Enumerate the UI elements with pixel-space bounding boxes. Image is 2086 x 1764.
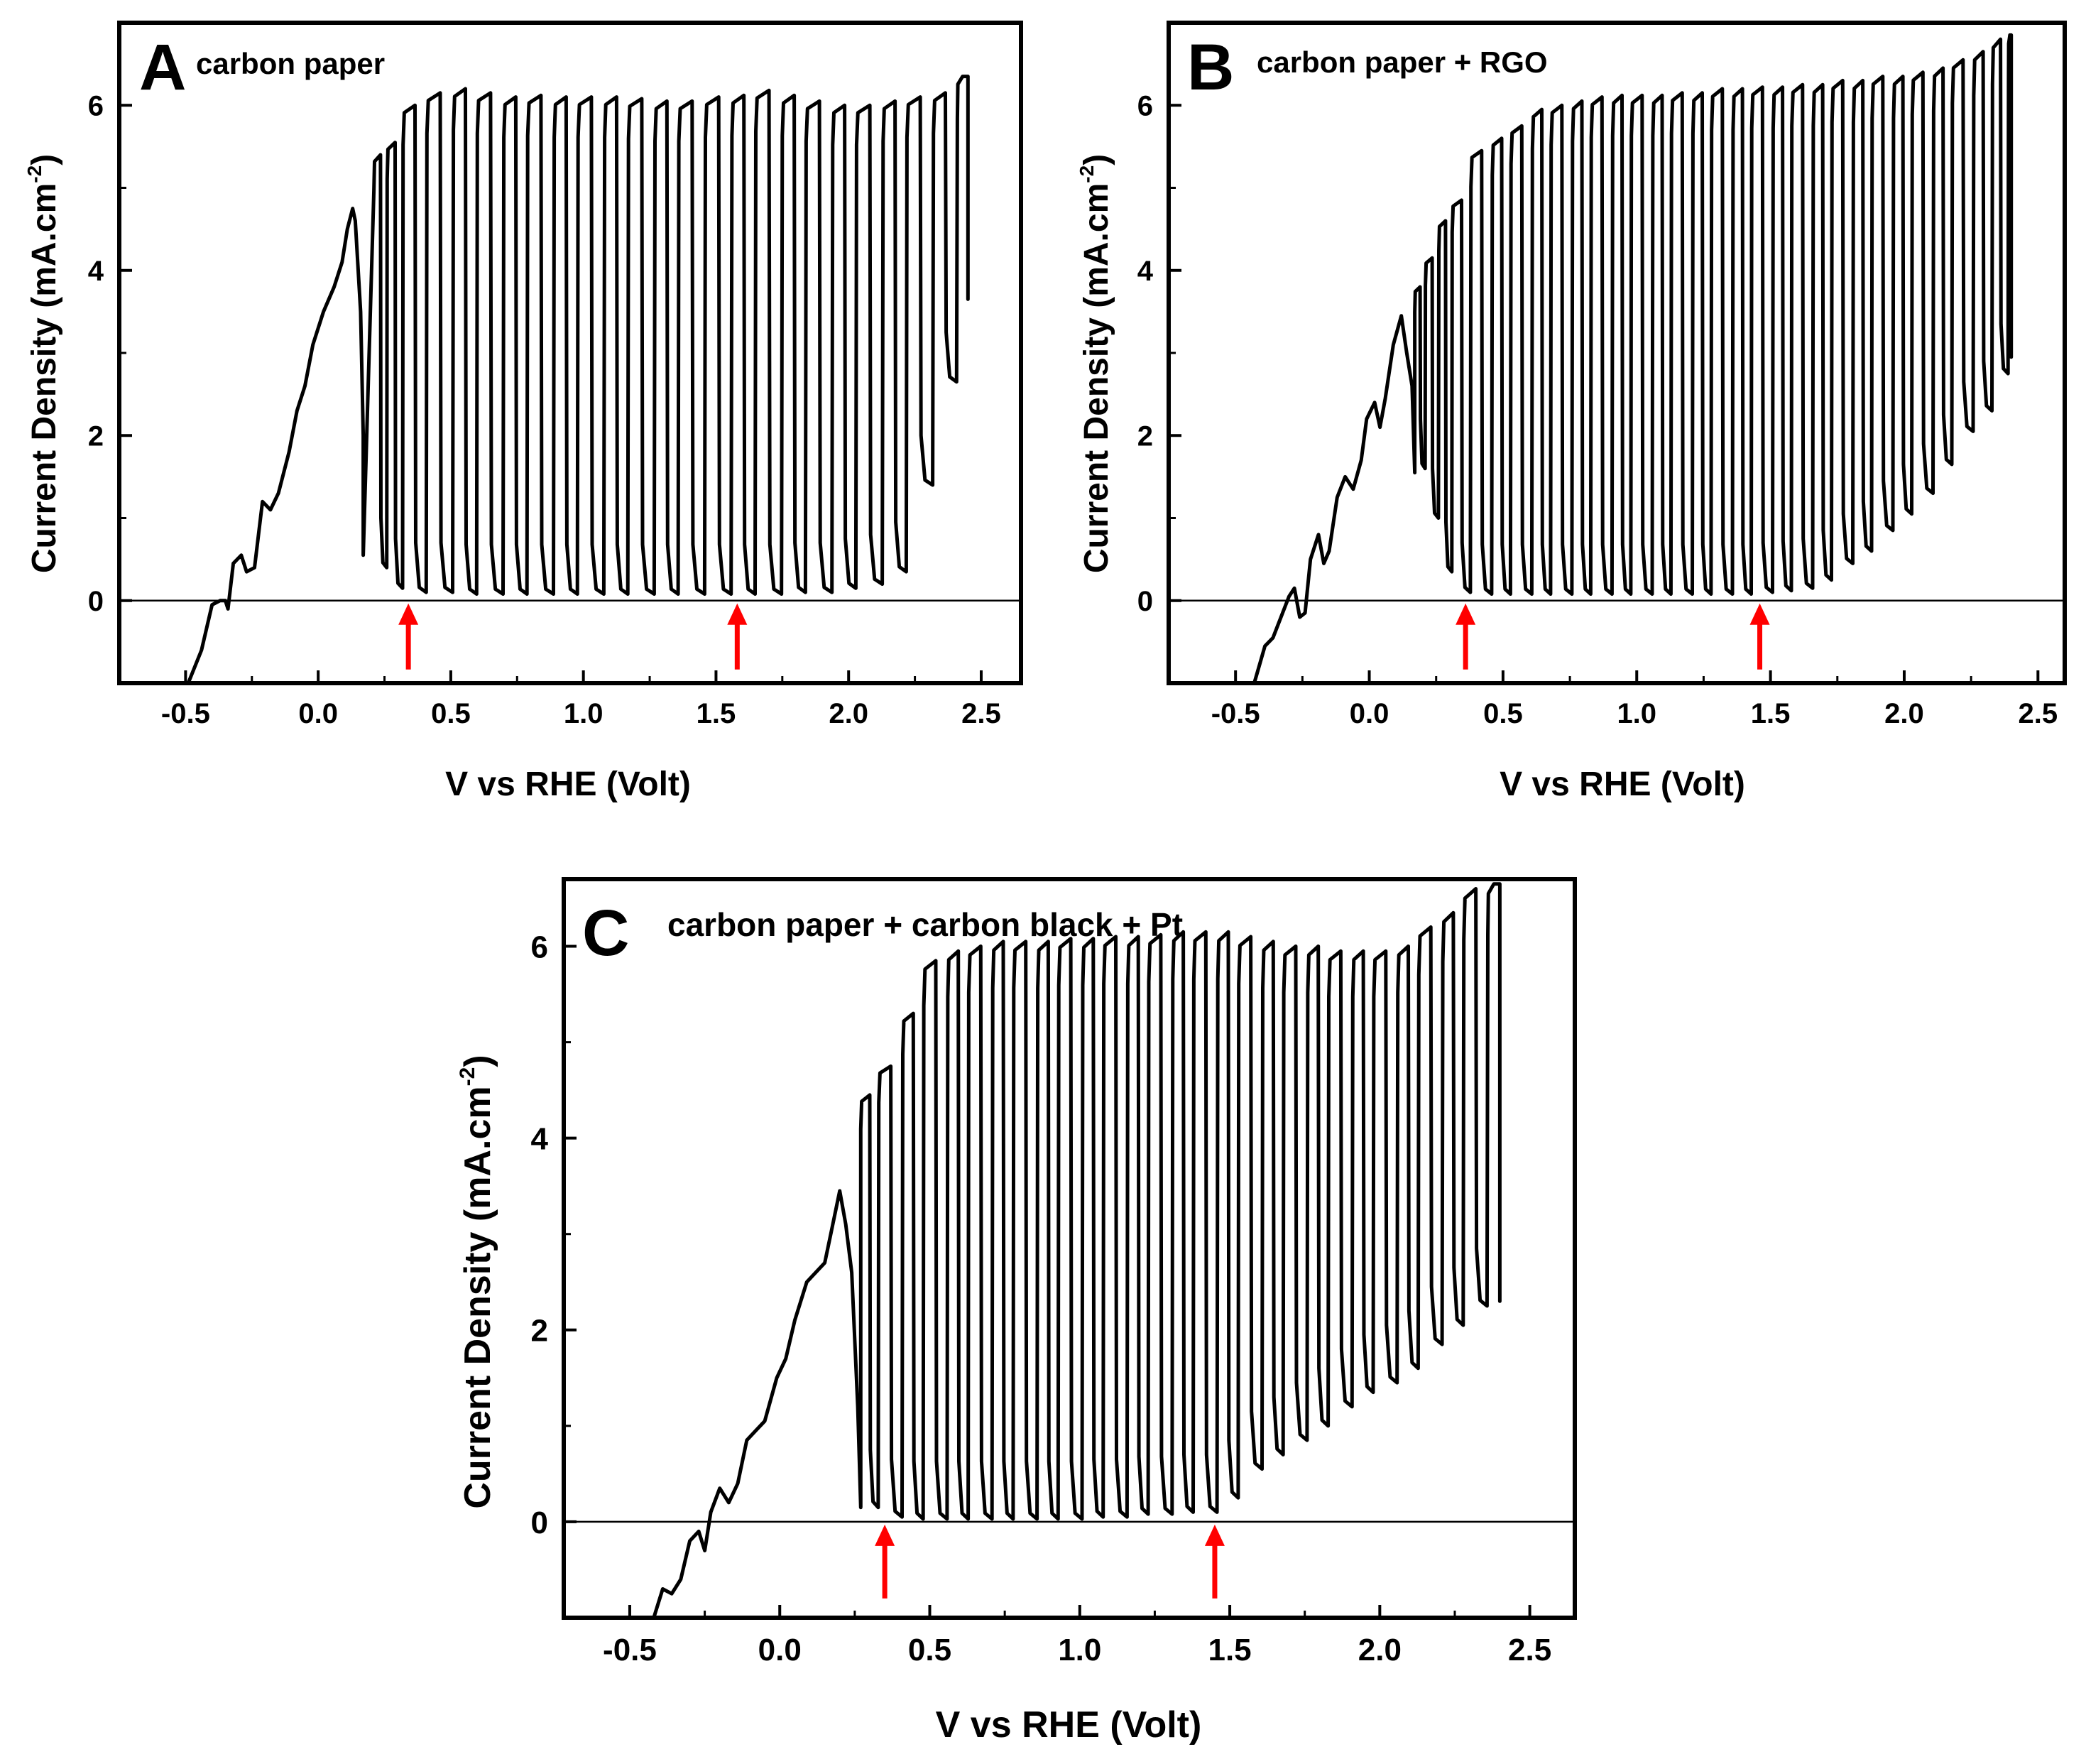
y-axis-label-close: ) xyxy=(26,154,63,165)
x-tick-label: 1.5 xyxy=(1208,1633,1251,1667)
x-tick-label: 0.5 xyxy=(908,1633,951,1667)
panel-title: carbon paper xyxy=(196,47,385,80)
red-arrow-head xyxy=(1204,1524,1225,1546)
x-tick-label: 1.0 xyxy=(1058,1633,1101,1667)
y-tick-label: 6 xyxy=(531,930,548,964)
y-tick-label: 6 xyxy=(88,91,104,122)
y-tick-label: 0 xyxy=(531,1506,548,1540)
x-tick-label: -0.5 xyxy=(1211,698,1260,729)
x-tick-label: 2.5 xyxy=(1508,1633,1551,1667)
y-tick-label: 2 xyxy=(1137,421,1153,452)
y-tick-label: 2 xyxy=(531,1314,548,1349)
y-axis-label-superscript: -2 xyxy=(23,165,45,183)
red-arrow-head xyxy=(1456,603,1476,625)
x-tick-label: 2.5 xyxy=(961,698,1001,729)
current-density-trace xyxy=(652,882,1502,1620)
y-tick-label: 0 xyxy=(1137,586,1153,617)
y-axis-label: Current Density (mA.cm-2) xyxy=(456,1055,498,1508)
y-axis-label-superscript: -2 xyxy=(456,1067,479,1087)
x-tick-label: 2.5 xyxy=(2019,698,2058,729)
x-axis-label: V vs RHE (Volt) xyxy=(1500,766,1745,803)
red-arrow-head xyxy=(727,603,748,625)
x-tick-label: 2.0 xyxy=(1884,698,1924,729)
red-arrow-head xyxy=(875,1524,895,1546)
red-arrow-head xyxy=(398,603,419,625)
x-tick-label: -0.5 xyxy=(161,698,210,729)
x-tick-label: 1.0 xyxy=(564,698,604,729)
x-tick-label: 0.0 xyxy=(1350,698,1389,729)
x-axis-label: V vs RHE (Volt) xyxy=(445,766,691,803)
x-tick-label: 1.0 xyxy=(1617,698,1656,729)
y-axis-label-main: Current Density (mA.cm xyxy=(1078,183,1115,573)
panel-letter: B xyxy=(1187,31,1234,104)
x-tick-label: 0.0 xyxy=(298,698,338,729)
y-tick-label: 4 xyxy=(88,256,104,287)
panel-letter: C xyxy=(582,897,629,969)
x-tick-label: 1.5 xyxy=(1751,698,1791,729)
panel-letter: A xyxy=(139,31,186,104)
x-tick-label: 0.5 xyxy=(431,698,471,729)
current-density-trace xyxy=(1252,33,2014,685)
y-axis-label-close: ) xyxy=(1078,154,1115,165)
y-axis-label-main: Current Density (mA.cm xyxy=(26,183,63,573)
x-tick-label: 0.0 xyxy=(758,1633,802,1667)
plot-frame xyxy=(562,877,1577,1620)
y-axis-label: Current Density (mA.cm-2) xyxy=(1076,154,1115,573)
x-tick-label: 2.0 xyxy=(829,698,868,729)
panel-a: A carbon paper V vs RHE (Volt) Current D… xyxy=(23,21,1023,803)
plot-frame xyxy=(1167,21,2067,685)
y-tick-label: 6 xyxy=(1137,91,1153,122)
panel-title: carbon paper + carbon black + Pt xyxy=(667,906,1183,943)
plot-frame xyxy=(117,21,1023,685)
y-axis-label-main: Current Density (mA.cm xyxy=(457,1086,498,1508)
x-tick-label: 1.5 xyxy=(697,698,736,729)
x-tick-label: 2.0 xyxy=(1358,1633,1402,1667)
y-tick-label: 4 xyxy=(531,1122,549,1157)
y-tick-label: 2 xyxy=(88,421,104,452)
panel-c: C carbon paper + carbon black + Pt V vs … xyxy=(456,877,1577,1746)
x-tick-label: 0.5 xyxy=(1483,698,1523,729)
x-axis-label: V vs RHE (Volt) xyxy=(936,1704,1202,1746)
y-axis-label-superscript: -2 xyxy=(1076,165,1098,183)
y-axis-label: Current Density (mA.cm-2) xyxy=(23,154,63,573)
y-tick-label: 4 xyxy=(1137,256,1154,287)
panel-b: B carbon paper + RGO V vs RHE (Volt) Cur… xyxy=(1076,21,2067,803)
y-tick-label: 0 xyxy=(88,586,104,617)
y-axis-label-close: ) xyxy=(457,1055,498,1067)
red-arrow-head xyxy=(1749,603,1770,625)
current-density-trace xyxy=(186,75,970,685)
panel-title: carbon paper + RGO xyxy=(1257,45,1548,79)
x-tick-label: -0.5 xyxy=(603,1633,657,1667)
